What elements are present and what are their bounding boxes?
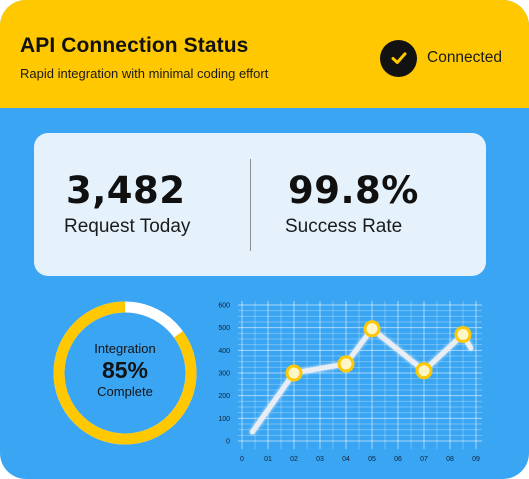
success-value: 99.8% xyxy=(288,169,419,212)
x-tick-label: 09 xyxy=(472,456,480,463)
y-tick-label: 0 xyxy=(226,439,230,446)
x-tick-label: 05 xyxy=(368,456,376,463)
x-tick-label: 07 xyxy=(420,456,428,463)
x-tick-label: 08 xyxy=(446,456,454,463)
gauge-line1: Integration xyxy=(94,341,156,356)
checkmark-glyph xyxy=(391,52,406,64)
x-tick-label: 02 xyxy=(290,456,298,463)
x-tick-label: 03 xyxy=(316,456,324,463)
y-tick-label: 400 xyxy=(218,348,230,355)
requests-value: 3,482 xyxy=(66,169,186,212)
gauge-percent: 85% xyxy=(101,357,149,383)
data-point-marker xyxy=(337,355,355,373)
check-circle-icon xyxy=(380,39,417,77)
data-point-marker xyxy=(285,364,303,382)
x-tick-label: 01 xyxy=(264,456,272,463)
data-point-marker xyxy=(454,325,472,343)
gauge-inner xyxy=(59,307,191,439)
page-title: API Connection Status xyxy=(20,34,249,57)
stats-panel: 3,482 Request Today 99.8% Success Rate xyxy=(34,133,486,276)
chart-series xyxy=(249,320,474,435)
y-axis-ticks: 0 100 200 300 400 500 600 xyxy=(218,303,230,446)
gauge-label: Integration 85% Complete xyxy=(50,341,200,399)
y-tick-label: 500 xyxy=(218,325,230,332)
stats-divider xyxy=(250,159,251,251)
page-subtitle: Rapid integration with minimal coding ef… xyxy=(20,66,269,81)
success-label: Success Rate xyxy=(285,216,403,237)
connection-status: Connected xyxy=(380,39,502,77)
integration-gauge xyxy=(53,301,197,445)
data-point-marker xyxy=(415,362,433,380)
requests-label: Request Today xyxy=(64,216,191,237)
status-label: Connected xyxy=(427,49,502,66)
x-tick-label: 06 xyxy=(394,456,402,463)
y-tick-label: 300 xyxy=(218,371,230,378)
x-tick-label: 04 xyxy=(342,456,350,463)
y-tick-label: 200 xyxy=(218,393,230,400)
chart-grid xyxy=(238,301,482,449)
y-tick-label: 600 xyxy=(218,303,230,310)
y-tick-label: 100 xyxy=(218,416,230,423)
gauge-line3: Complete xyxy=(97,384,153,399)
x-tick-label: 0 xyxy=(240,456,244,463)
data-point-marker xyxy=(363,320,381,338)
header-banner: API Connection Status Rapid integration … xyxy=(0,0,529,108)
gauge-progress-arc xyxy=(53,301,197,445)
requests-line-chart: 0 100 200 300 400 500 600 0 01 02 03 04 05 06 07 08 09 xyxy=(218,301,482,463)
x-axis-ticks: 0 01 02 03 04 05 06 07 08 09 xyxy=(240,456,480,463)
